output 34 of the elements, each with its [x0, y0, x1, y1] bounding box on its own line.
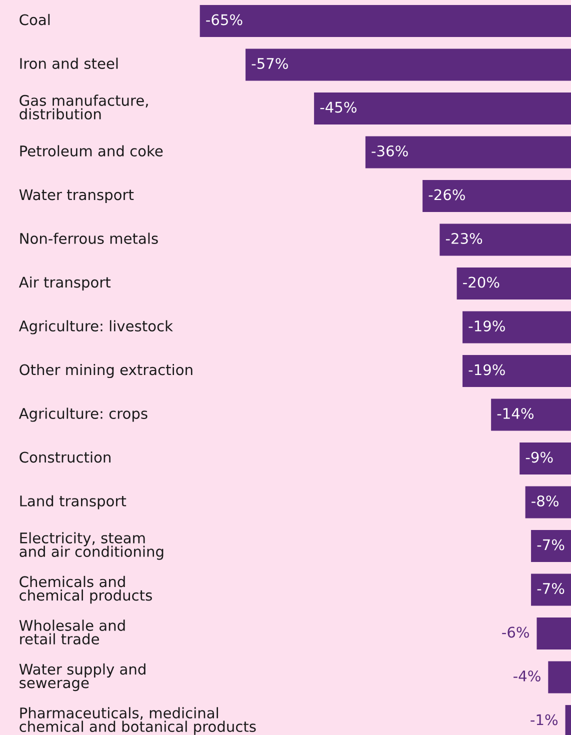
y-tick-label: Agriculture: crops	[18, 408, 148, 422]
data-label: -65%	[206, 14, 242, 26]
data-label: -14%	[497, 408, 534, 419]
y-tick-label: Water transport	[19, 189, 134, 204]
data-label: -45%	[320, 102, 356, 113]
data-label: -23%	[446, 232, 482, 244]
y-tick-label: Water supply and sewerage	[19, 663, 146, 692]
data-label: -19%	[468, 320, 505, 332]
data-label: -20%	[463, 276, 500, 288]
data-label: -7%	[537, 582, 564, 594]
data-label: -26%	[428, 189, 465, 200]
data-label: -7%	[537, 539, 564, 550]
y-tick-label: Gas manufacture, distribution	[20, 94, 148, 120]
y-tick-label: Coal	[20, 14, 50, 26]
y-tick-label: Pharmaceuticals, medicinal chemical and botanical products	[20, 707, 256, 735]
data-label: -8%	[532, 495, 558, 506]
data-label: -57%	[252, 58, 288, 69]
data-label: -36%	[372, 145, 408, 156]
y-tick-label: Non-ferrous metals	[20, 232, 158, 244]
y-tick-label: Wholesale and retail trade	[19, 620, 125, 645]
y-tick-label: Petroleum and coke	[20, 145, 163, 156]
y-tick-label: Construction	[20, 451, 110, 463]
data-label: -4%	[514, 670, 540, 682]
data-label: -9%	[526, 452, 553, 463]
y-tick-label: Agriculture: livestock	[18, 320, 173, 334]
data-label: -1%	[530, 714, 558, 726]
y-tick-label: Iron and steel	[20, 58, 118, 69]
data-label: -19%	[468, 364, 505, 376]
y-tick-label: Land transport	[20, 495, 126, 510]
y-tick-label: Other mining extraction	[20, 364, 192, 378]
y-tick-label: Air transport	[18, 276, 111, 291]
y-tick-label: Electricity, steam and air conditioning	[20, 532, 164, 560]
y-tick-label: Chemicals and chemical products	[20, 576, 152, 604]
data-label: -6%	[502, 626, 529, 638]
